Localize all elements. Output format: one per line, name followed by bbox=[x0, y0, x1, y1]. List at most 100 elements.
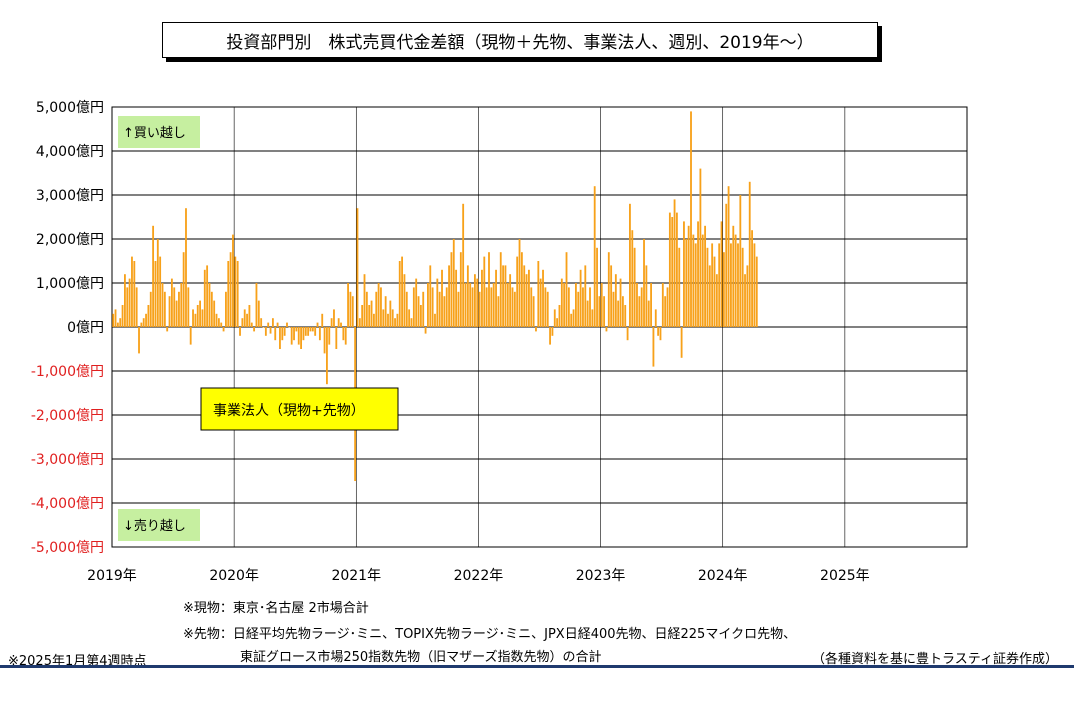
bar bbox=[391, 309, 394, 327]
bar bbox=[683, 221, 685, 327]
bar bbox=[112, 313, 115, 327]
bar bbox=[539, 278, 542, 327]
bar bbox=[394, 318, 396, 327]
bar bbox=[694, 243, 697, 327]
bar bbox=[119, 318, 122, 327]
bar bbox=[288, 327, 291, 328]
bar bbox=[744, 274, 746, 327]
bar bbox=[340, 322, 342, 327]
bar bbox=[241, 318, 244, 327]
bar bbox=[483, 256, 486, 327]
bar bbox=[509, 274, 512, 327]
bar bbox=[464, 283, 467, 327]
bar bbox=[267, 322, 270, 327]
bar bbox=[692, 234, 695, 327]
sell-annotation-box bbox=[118, 509, 200, 541]
bar bbox=[114, 309, 117, 327]
bar bbox=[192, 309, 194, 327]
bar bbox=[612, 291, 615, 327]
bar bbox=[457, 291, 460, 327]
bar bbox=[222, 327, 225, 332]
buy-annotation-box bbox=[118, 116, 200, 148]
bar bbox=[295, 327, 298, 332]
series-label: 事業法人（現物+先物） bbox=[213, 403, 365, 419]
bar bbox=[715, 274, 718, 327]
bar bbox=[469, 283, 472, 327]
bar bbox=[570, 313, 573, 327]
bar bbox=[650, 283, 652, 327]
bar bbox=[652, 327, 655, 367]
bar bbox=[753, 243, 756, 327]
y-tick-label: -3,000億円 bbox=[31, 452, 104, 468]
bar bbox=[607, 252, 610, 327]
bar bbox=[626, 327, 629, 341]
bar bbox=[535, 327, 537, 332]
bar bbox=[262, 327, 265, 328]
bar bbox=[347, 283, 349, 327]
bar bbox=[185, 208, 187, 327]
bar bbox=[551, 327, 554, 336]
bar bbox=[147, 305, 150, 327]
bar bbox=[396, 313, 399, 327]
bar bbox=[600, 283, 603, 327]
bar bbox=[730, 243, 732, 327]
bar bbox=[328, 327, 331, 345]
bar bbox=[560, 278, 563, 327]
bar bbox=[542, 269, 544, 327]
bar bbox=[121, 305, 124, 327]
bar bbox=[499, 252, 502, 327]
bar bbox=[640, 287, 643, 327]
bar bbox=[408, 309, 411, 327]
bar bbox=[577, 291, 580, 327]
bar bbox=[671, 217, 674, 327]
bar bbox=[304, 327, 307, 336]
y-tick-label: 1,000億円 bbox=[36, 276, 104, 292]
bar bbox=[455, 269, 458, 327]
bar bbox=[528, 269, 530, 327]
bar bbox=[481, 269, 483, 327]
bar bbox=[459, 252, 462, 327]
bar bbox=[427, 283, 429, 327]
note-spot: ※現物：東京･名古屋 2市場合計 bbox=[183, 601, 369, 616]
bar bbox=[610, 265, 613, 327]
bar bbox=[727, 186, 730, 327]
bar bbox=[631, 230, 634, 327]
note-futures-cont: 東証グロース市場250指数先物（旧マザーズ指数先物）の合計 bbox=[240, 650, 602, 665]
bar bbox=[690, 111, 692, 328]
bar bbox=[206, 265, 209, 327]
bar bbox=[633, 247, 636, 327]
source-note: （各種資料を基に豊トラスティ証券作成） bbox=[812, 652, 1058, 667]
bar bbox=[755, 256, 758, 327]
bar bbox=[274, 327, 277, 341]
bar-series bbox=[112, 111, 758, 481]
x-tick-label: 2022年 bbox=[454, 568, 504, 584]
bar bbox=[572, 309, 575, 327]
bar bbox=[584, 265, 587, 327]
bar bbox=[283, 327, 286, 336]
bar bbox=[718, 243, 721, 327]
bar bbox=[182, 252, 185, 327]
bar bbox=[337, 318, 340, 327]
x-tick-label: 2021年 bbox=[331, 568, 381, 584]
bar bbox=[659, 327, 662, 341]
bar bbox=[565, 252, 568, 327]
chart-title: 投資部門別 株式売買代金差額（現物＋先物、事業法人、週別、2019年～） bbox=[162, 22, 878, 58]
bar bbox=[253, 327, 256, 332]
bar bbox=[530, 287, 533, 327]
bar bbox=[638, 296, 641, 327]
bar bbox=[751, 230, 753, 327]
note-futures: ※先物：日経平均先物ラージ･ミニ、TOPIX先物ラージ･ミニ、JPX日経400先… bbox=[183, 627, 797, 642]
bar bbox=[520, 252, 523, 327]
y-tick-label: 3,000億円 bbox=[36, 188, 104, 204]
bar bbox=[574, 283, 577, 327]
bar bbox=[377, 283, 380, 327]
bar bbox=[255, 283, 258, 327]
bar bbox=[697, 221, 699, 327]
bar bbox=[450, 252, 453, 327]
bar bbox=[403, 274, 406, 327]
bar bbox=[495, 269, 497, 327]
bar bbox=[180, 283, 183, 327]
bar bbox=[605, 327, 608, 332]
chart-title-text: 投資部門別 株式売買代金差額（現物＋先物、事業法人、週別、2019年～） bbox=[226, 32, 814, 53]
